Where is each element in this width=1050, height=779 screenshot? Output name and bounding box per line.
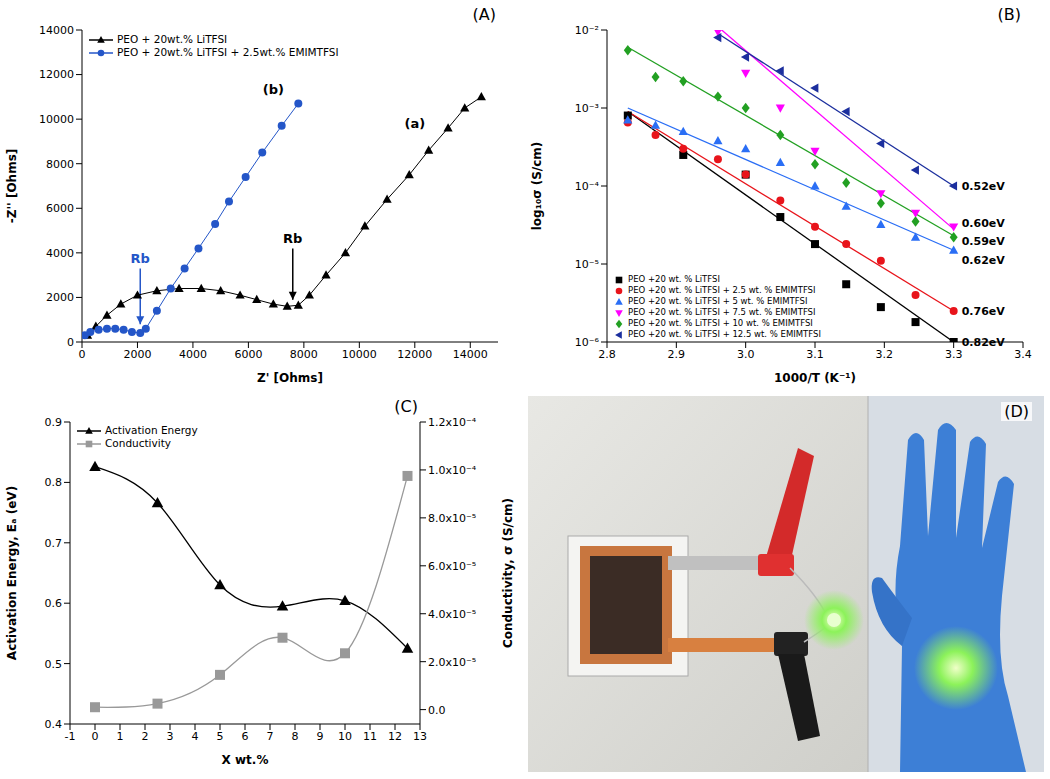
svg-text:(b): (b)	[263, 82, 284, 97]
svg-text:0.6: 0.6	[45, 597, 63, 610]
svg-text:2.9: 2.9	[668, 348, 686, 361]
html-text:(C): (C)	[394, 397, 418, 416]
html-text:PEO +20 wt. % LiTFSI + 2.5 wt.: PEO +20 wt. % LiTFSI + 2.5 wt. % EMIMTFS…	[628, 285, 816, 295]
svg-text:4.0x10⁻⁵: 4.0x10⁻⁵	[428, 608, 476, 621]
svg-text:10⁻⁴: 10⁻⁴	[575, 180, 600, 193]
svg-text:0.7: 0.7	[45, 537, 63, 550]
svg-text:0: 0	[92, 730, 99, 743]
svg-text:6000: 6000	[46, 202, 74, 215]
html-text:Conductivity: Conductivity	[105, 437, 171, 449]
html-text:PEO + 20wt.% LiTFSI: PEO + 20wt.% LiTFSI	[117, 33, 228, 45]
svg-text:0: 0	[67, 336, 74, 349]
svg-text:10⁻⁶: 10⁻⁶	[575, 336, 600, 349]
svg-text:8.0x10⁻⁵: 8.0x10⁻⁵	[428, 512, 476, 525]
svg-text:X wt.%: X wt.%	[222, 753, 269, 767]
svg-text:2000: 2000	[123, 348, 151, 361]
svg-text:13: 13	[413, 730, 427, 743]
svg-text:Z' [Ohms]: Z' [Ohms]	[257, 371, 323, 385]
svg-text:0.8: 0.8	[45, 476, 63, 489]
svg-text:Activation Energy, Eₐ (eV): Activation Energy, Eₐ (eV)	[5, 486, 19, 660]
svg-text:0.60eV: 0.60eV	[962, 217, 1006, 230]
svg-text:log₁₀σ (S/cm): log₁₀σ (S/cm)	[530, 142, 544, 231]
svg-text:6000: 6000	[234, 348, 262, 361]
svg-text:3.2: 3.2	[876, 348, 894, 361]
svg-text:0.0: 0.0	[428, 704, 446, 717]
svg-text:Rb: Rb	[131, 251, 150, 266]
svg-text:0.82eV: 0.82eV	[962, 336, 1006, 349]
svg-text:Conductivity, σ (S/cm): Conductivity, σ (S/cm)	[501, 498, 515, 648]
svg-text:2: 2	[142, 730, 149, 743]
svg-text:12000: 12000	[397, 348, 432, 361]
html-text:PEO +20 wt. % LiTFSI: PEO +20 wt. % LiTFSI	[628, 274, 720, 284]
svg-text:14000: 14000	[39, 24, 74, 37]
svg-text:0.62eV: 0.62eV	[962, 254, 1006, 267]
svg-text:9: 9	[317, 730, 324, 743]
svg-text:2.8: 2.8	[598, 348, 616, 361]
svg-text:2.0x10⁻⁵: 2.0x10⁻⁵	[428, 656, 476, 669]
svg-text:1: 1	[117, 730, 124, 743]
svg-text:4000: 4000	[179, 348, 207, 361]
svg-text:1.0x10⁻⁴: 1.0x10⁻⁴	[428, 464, 477, 477]
svg-text:5: 5	[217, 730, 224, 743]
svg-text:0.59eV: 0.59eV	[962, 235, 1006, 248]
svg-text:Rb: Rb	[283, 231, 302, 246]
svg-text:0.76eV: 0.76eV	[962, 305, 1006, 318]
svg-text:11: 11	[363, 730, 377, 743]
svg-text:0.4: 0.4	[45, 718, 63, 731]
svg-text:8000: 8000	[46, 158, 74, 171]
html-text:(B): (B)	[997, 5, 1021, 24]
svg-text:12000: 12000	[39, 68, 74, 81]
svg-text:3: 3	[167, 730, 174, 743]
svg-text:10: 10	[338, 730, 352, 743]
svg-text:10000: 10000	[342, 348, 377, 361]
svg-text:4: 4	[192, 730, 199, 743]
svg-text:14000: 14000	[453, 348, 488, 361]
svg-text:3.0: 3.0	[737, 348, 755, 361]
svg-text:(a): (a)	[404, 116, 425, 131]
svg-text:-1: -1	[65, 730, 76, 743]
svg-text:6: 6	[242, 730, 249, 743]
svg-text:7: 7	[267, 730, 274, 743]
html-text:(D): (D)	[1004, 402, 1029, 421]
svg-text:10⁻⁵: 10⁻⁵	[575, 258, 599, 271]
svg-text:8000: 8000	[290, 348, 318, 361]
html-text:Activation Energy: Activation Energy	[105, 424, 198, 436]
svg-text:10⁻³: 10⁻³	[575, 102, 599, 115]
svg-text:4000: 4000	[46, 247, 74, 260]
html-text:PEO +20 wt. % LiTFSI + 7.5 wt.: PEO +20 wt. % LiTFSI + 7.5 wt. % EMIMTFS…	[628, 307, 816, 317]
svg-text:10000: 10000	[39, 113, 74, 126]
svg-text:1000/T (K⁻¹): 1000/T (K⁻¹)	[774, 371, 856, 385]
svg-text:0.52eV: 0.52eV	[962, 180, 1006, 193]
svg-text:6.0x10⁻⁵: 6.0x10⁻⁵	[428, 560, 476, 573]
html-text:PEO + 20wt.% LiTFSI + 2.5wt.%: PEO + 20wt.% LiTFSI + 2.5wt.% EMIMTFSI	[117, 46, 339, 58]
svg-text:0: 0	[79, 348, 86, 361]
html-text:PEO +20 wt. % LiTFSI + 10 wt.: PEO +20 wt. % LiTFSI + 10 wt. % EMIMTFSI	[628, 318, 813, 328]
html-text:PEO +20 wt. % LiTFSI + 12.5 wt: PEO +20 wt. % LiTFSI + 12.5 wt. % EMIMTF…	[628, 329, 821, 339]
html-text:(A): (A)	[472, 5, 496, 24]
svg-text:10⁻²: 10⁻²	[575, 24, 599, 37]
svg-text:0.5: 0.5	[45, 658, 63, 671]
svg-text:1.2x10⁻⁴: 1.2x10⁻⁴	[428, 416, 477, 429]
svg-text:3.4: 3.4	[1014, 348, 1032, 361]
svg-text:-Z'' [Ohms]: -Z'' [Ohms]	[5, 149, 19, 224]
svg-text:0.9: 0.9	[45, 416, 63, 429]
svg-text:2000: 2000	[46, 291, 74, 304]
svg-text:12: 12	[388, 730, 402, 743]
svg-text:8: 8	[292, 730, 299, 743]
svg-text:3.3: 3.3	[945, 348, 963, 361]
svg-text:3.1: 3.1	[806, 348, 824, 361]
html-text:PEO +20 wt. % LiTFSI + 5 wt. %: PEO +20 wt. % LiTFSI + 5 wt. % EMIMTFSI	[628, 296, 808, 306]
